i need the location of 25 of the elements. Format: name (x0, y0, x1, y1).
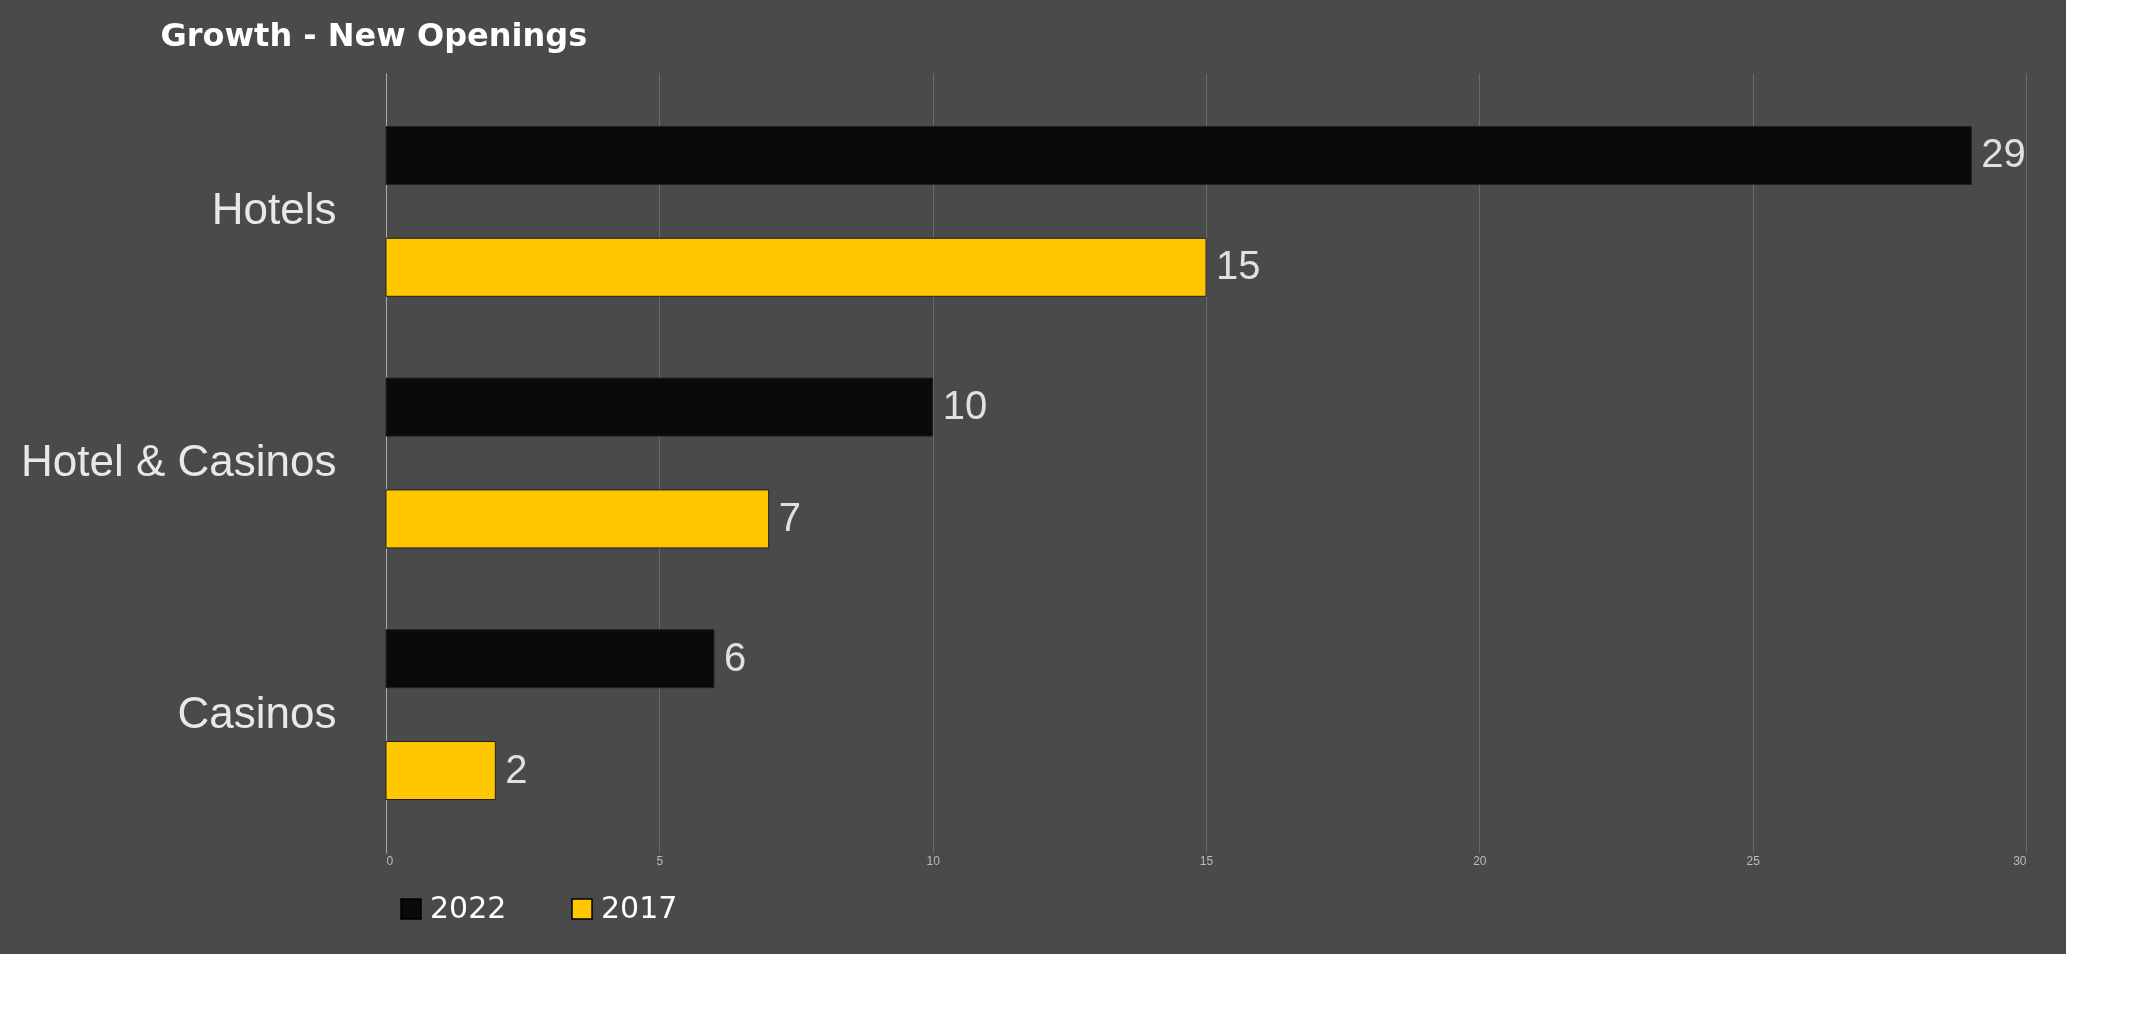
legend-label: 2022 (430, 890, 507, 925)
bar (385, 125, 1972, 185)
x-tick-label: 20 (1473, 853, 1487, 868)
y-tick-label: Hotel & Casinos (21, 436, 337, 485)
data-label: 10 (942, 383, 988, 428)
x-tick-label: 30 (2013, 853, 2027, 868)
data-label: 29 (1981, 131, 2026, 176)
bar (385, 629, 715, 689)
bar (385, 237, 1207, 297)
legend-label: 2017 (601, 890, 678, 925)
x-tick-label: 10 (926, 853, 941, 868)
x-tick-label: 0 (386, 853, 394, 868)
x-tick-label: 5 (656, 853, 664, 868)
chart-title: Growth - New Openings (160, 16, 588, 54)
y-tick-label: Casinos (177, 687, 337, 737)
y-tick-label: Hotels (211, 184, 337, 234)
data-label: 15 (1216, 243, 1261, 288)
bar (385, 489, 770, 549)
data-label: 7 (778, 494, 801, 539)
data-label: 2 (505, 746, 528, 791)
bar (385, 741, 496, 801)
data-label: 6 (724, 634, 747, 679)
x-tick-label: 15 (1199, 853, 1214, 868)
bar (385, 377, 934, 437)
x-tick-label: 25 (1746, 853, 1761, 868)
